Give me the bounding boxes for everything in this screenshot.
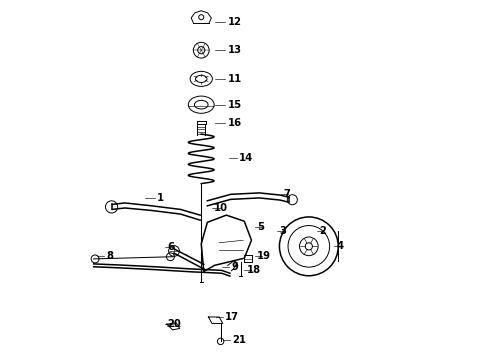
Text: 19: 19 <box>257 251 271 261</box>
Text: 11: 11 <box>227 74 242 84</box>
Text: 18: 18 <box>246 265 261 275</box>
Text: 1: 1 <box>157 193 164 203</box>
Text: 9: 9 <box>231 262 238 272</box>
Text: 7: 7 <box>283 189 290 199</box>
Text: 17: 17 <box>225 312 239 322</box>
Text: 8: 8 <box>107 251 114 261</box>
Text: 5: 5 <box>257 222 264 231</box>
Text: 3: 3 <box>279 226 286 236</box>
Text: 6: 6 <box>168 242 174 252</box>
Text: 10: 10 <box>214 203 228 213</box>
Text: 12: 12 <box>227 17 242 27</box>
Text: 4: 4 <box>336 241 343 251</box>
Text: 21: 21 <box>232 334 246 345</box>
Text: 15: 15 <box>227 100 242 110</box>
Circle shape <box>305 243 313 250</box>
Text: 14: 14 <box>239 153 253 163</box>
Text: 20: 20 <box>168 319 181 329</box>
Text: 2: 2 <box>319 226 326 236</box>
Text: 16: 16 <box>227 118 242 128</box>
Text: 13: 13 <box>227 45 242 55</box>
